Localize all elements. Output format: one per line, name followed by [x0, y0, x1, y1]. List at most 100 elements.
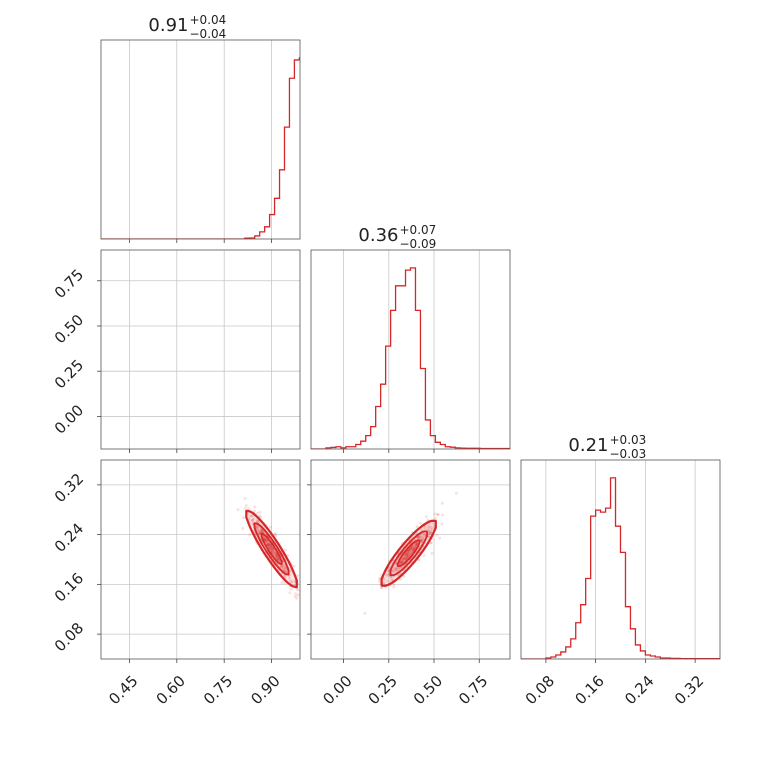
sample-point: [256, 520, 259, 524]
sample-point: [282, 676, 285, 679]
sample-point: [275, 647, 278, 650]
sample-point: [264, 595, 267, 598]
sample-point: [420, 539, 423, 543]
sample-point: [296, 593, 300, 597]
contour-2-0-2: [260, 532, 283, 565]
hist-panel-0: 0.91 +0.04−0.04: [100, 13, 301, 243]
sample-point: [263, 597, 266, 600]
sample-point: [277, 663, 280, 666]
sample-point: [283, 693, 286, 696]
sample-point: [273, 639, 276, 642]
sample-point: [262, 597, 265, 600]
sample-point: [269, 525, 273, 529]
sample-point: [293, 594, 297, 598]
sample-point: [393, 566, 397, 570]
sample-point: [261, 589, 264, 592]
sample-point: [281, 673, 284, 676]
sample-point: [276, 662, 279, 665]
sample-point: [408, 547, 412, 551]
sample-point: [261, 588, 264, 591]
sample-point: [430, 527, 434, 531]
sample-point: [273, 644, 276, 647]
sample-point: [246, 543, 249, 546]
ytick-label-1-1: 0.25: [51, 356, 87, 392]
sample-point: [262, 595, 265, 598]
sample-point: [263, 599, 266, 602]
sample-point: [261, 530, 265, 534]
sample-point: [423, 526, 427, 529]
sample-point: [243, 496, 247, 500]
sample-point: [253, 566, 256, 569]
sample-point: [264, 537, 268, 541]
sample-point: [404, 557, 408, 561]
sample-point: [411, 548, 415, 552]
sample-point: [270, 547, 274, 551]
sample-point: [400, 558, 404, 562]
sample-point: [296, 753, 299, 756]
sample-point: [268, 620, 271, 623]
sample-point: [289, 712, 292, 715]
sample-point: [282, 675, 285, 678]
sample-point: [278, 661, 281, 664]
sample-point: [426, 525, 430, 529]
sample-point: [295, 596, 299, 600]
contour-2-0-1: [253, 522, 290, 576]
hist-frame-2: [520, 459, 721, 660]
sample-point: [282, 689, 285, 692]
sample-point: [280, 675, 283, 678]
xtick-label-0-2: 0.75: [200, 672, 236, 708]
sample-point: [391, 569, 394, 573]
sample-point: [273, 551, 277, 555]
sample-point: [280, 675, 283, 678]
sample-point: [405, 550, 409, 554]
sample-point: [411, 544, 415, 548]
sample-point: [412, 546, 416, 550]
sample-point: [248, 549, 251, 552]
sample-point: [244, 535, 247, 538]
sample-point: [273, 637, 276, 640]
sample-point: [417, 536, 421, 540]
sample-point: [257, 586, 260, 589]
sample-point: [289, 720, 292, 723]
sample-point: [266, 617, 269, 620]
sample-point: [405, 555, 409, 559]
sample-point: [260, 589, 263, 592]
sample-point: [273, 640, 276, 643]
sample-point: [275, 650, 278, 653]
sample-point: [419, 539, 423, 543]
sample-point: [387, 566, 391, 570]
sample-point: [277, 660, 280, 663]
sample-point: [436, 513, 440, 517]
sample-point: [285, 704, 288, 707]
panel-title-plus-2: +0.03: [610, 433, 647, 447]
sample-point: [255, 518, 259, 522]
sample-point: [392, 583, 396, 587]
sample-point: [420, 539, 423, 543]
sample-point: [427, 530, 431, 534]
sample-point: [263, 594, 266, 597]
sample-point: [403, 557, 407, 561]
sample-point: [252, 509, 256, 513]
sample-point: [261, 592, 264, 595]
sample-point: [286, 695, 289, 698]
sample-point: [258, 580, 261, 583]
sample-point: [266, 622, 269, 625]
sample-point: [257, 574, 260, 577]
sample-point: [292, 738, 295, 741]
sample-point: [411, 548, 415, 552]
sample-point: [430, 525, 434, 529]
sample-point: [283, 686, 286, 689]
sample-point: [410, 547, 414, 551]
sample-point: [258, 514, 262, 518]
panel-title-plus-0: +0.04: [190, 13, 227, 27]
sample-point: [247, 545, 250, 548]
ytick-label-2-2: 0.24: [51, 519, 87, 555]
sample-point: [250, 518, 254, 522]
sample-point: [263, 602, 266, 605]
sample-point: [250, 553, 253, 556]
sample-point: [276, 649, 279, 652]
sample-point: [275, 647, 278, 650]
sample-point: [264, 538, 268, 542]
sample-point: [401, 557, 405, 561]
sample-point: [280, 671, 283, 674]
